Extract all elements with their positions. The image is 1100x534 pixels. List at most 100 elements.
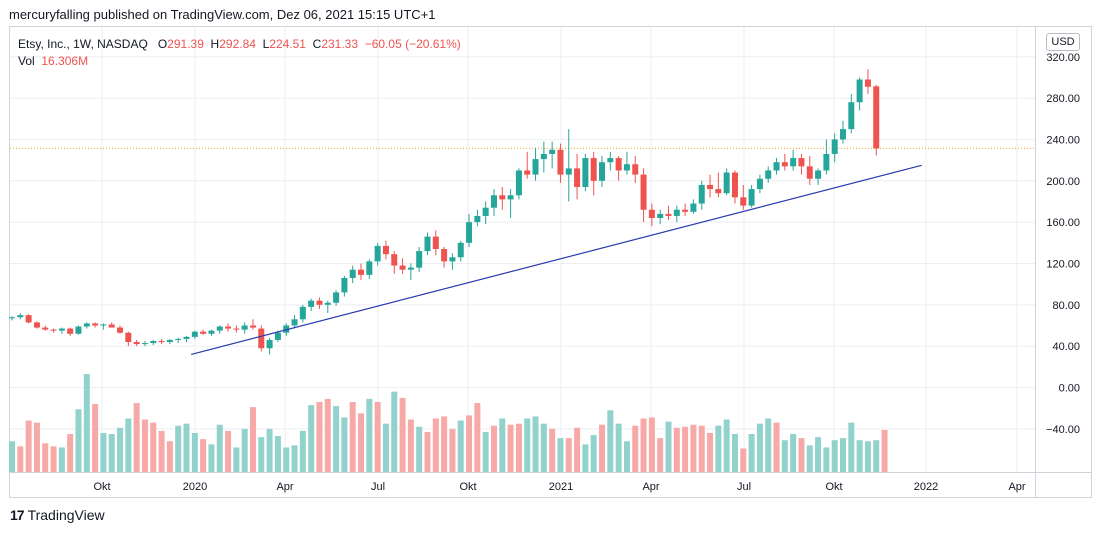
volume-bar (740, 448, 747, 472)
candle-body (815, 170, 822, 179)
volume-bar (391, 391, 398, 472)
candle-body (299, 306, 306, 320)
candle-body (191, 331, 198, 337)
candle-body (723, 172, 730, 194)
volume-label[interactable]: Vol (18, 54, 35, 68)
y-tick-label: 0.00 (1059, 383, 1080, 395)
candle-body (50, 329, 57, 331)
candle-body (67, 328, 74, 334)
volume-bar (532, 416, 539, 472)
candle-body (540, 153, 547, 160)
candle-body (873, 86, 880, 149)
volume-bar (358, 413, 365, 472)
volume-bar (166, 441, 173, 472)
volume-bar (108, 434, 115, 472)
volume-bar (200, 439, 207, 472)
low-value: 224.51 (269, 37, 306, 51)
candle-body (599, 162, 606, 181)
candle-body (574, 168, 581, 188)
open-label: O (157, 37, 168, 51)
candle-body (274, 332, 281, 340)
low-label: L (262, 37, 270, 51)
candle-body (665, 213, 672, 216)
volume-bar (590, 435, 597, 472)
volume-bar (449, 428, 456, 472)
candle-body (740, 197, 747, 206)
candle-body (840, 129, 846, 140)
candle-body (773, 162, 780, 171)
candle-body (474, 215, 481, 223)
volume-bar (607, 410, 614, 472)
candle-body (466, 222, 473, 243)
volume-bar (798, 438, 805, 472)
candle-body (216, 326, 223, 331)
candle-body (200, 331, 207, 334)
volume-bar (673, 427, 680, 472)
volume-bar (92, 404, 99, 472)
volume-bar (308, 405, 315, 472)
volume-bar (208, 444, 215, 472)
candle-body (58, 328, 65, 331)
candle-body (524, 170, 531, 175)
volume-bar (831, 440, 838, 472)
volume-bar (881, 429, 888, 472)
candle-body (208, 330, 215, 334)
volume-row: Vol 16.306M (18, 53, 461, 70)
candle-body (133, 342, 140, 345)
y-tick-label: 160.00 (1046, 217, 1080, 229)
candle-body (441, 249, 448, 262)
volume-bar (599, 424, 606, 472)
symbol-label[interactable]: Etsy, Inc., 1W, NASDAQ (18, 37, 148, 51)
volume-bar (100, 432, 107, 472)
candle-body (33, 322, 40, 328)
candle-body (391, 254, 398, 266)
candle-body (557, 149, 564, 175)
volume-bar (682, 426, 689, 472)
tradingview-logo[interactable]: 17 TradingView (10, 507, 105, 523)
candle-body (374, 245, 381, 262)
candle-body (549, 149, 556, 154)
candle-body (831, 139, 838, 154)
candle-body (607, 158, 614, 163)
volume-bar (715, 425, 722, 472)
volume-bar (549, 428, 556, 472)
candle-body (382, 245, 389, 255)
high-label: H (210, 37, 220, 51)
volume-bar (690, 424, 697, 472)
volume-bar (731, 434, 738, 472)
volume-bar (75, 409, 82, 472)
volume-bar (133, 403, 140, 472)
y-tick-label: −40.00 (1046, 424, 1080, 436)
volume-bar (183, 423, 190, 472)
volume-bar (781, 440, 788, 472)
candle-body (324, 302, 331, 305)
volume-bar (50, 446, 57, 472)
volume-bar (790, 434, 797, 472)
candle-body (457, 242, 464, 258)
candle-body (83, 323, 90, 327)
volume-bar (657, 438, 664, 472)
volume-bar (665, 421, 672, 472)
currency-button[interactable]: USD (1046, 33, 1080, 51)
chart-frame[interactable] (9, 26, 1092, 498)
volume-bar (482, 431, 489, 472)
volume-bar (557, 438, 564, 472)
volume-bar (474, 403, 481, 472)
volume-bar (316, 401, 323, 472)
candle-body (657, 213, 664, 219)
x-tick-label: Apr (1008, 481, 1025, 493)
candle-body (632, 164, 639, 175)
volume-bar (299, 430, 306, 472)
candle-body (92, 323, 99, 326)
candle-body (266, 339, 273, 349)
volume-bar (615, 423, 622, 472)
volume-bar (441, 416, 448, 472)
candle-body (158, 340, 165, 343)
y-tick-label: 280.00 (1046, 93, 1080, 105)
candle-body (673, 209, 680, 216)
volume-bar (623, 441, 630, 472)
volume-bar (349, 401, 356, 472)
volume-bar (582, 444, 589, 472)
volume-bar (540, 423, 547, 472)
